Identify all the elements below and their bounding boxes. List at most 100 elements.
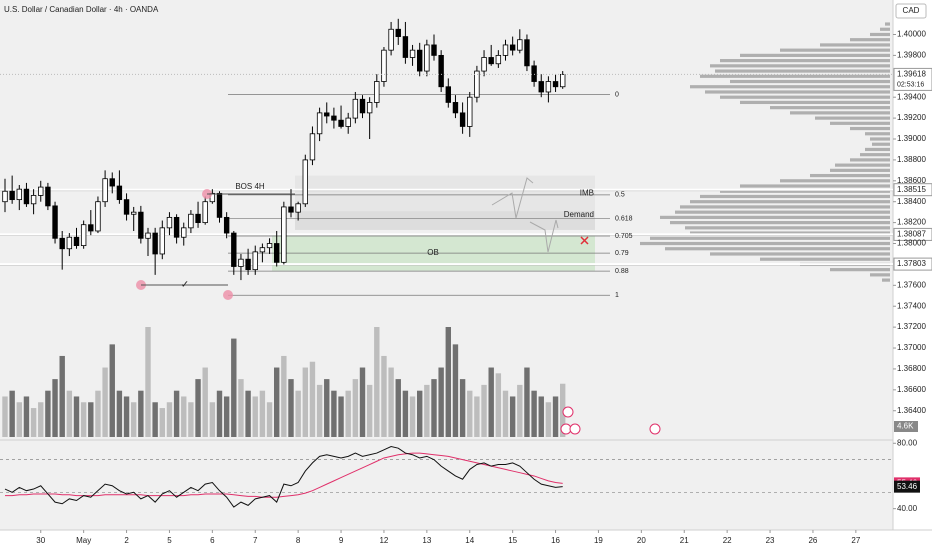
volume-bar <box>495 373 502 437</box>
x-tick-label: 21 <box>680 536 689 545</box>
y-tick-label: 1.38200 <box>897 218 926 227</box>
candle-body <box>245 258 251 271</box>
y-tick-label: 1.39800 <box>897 51 926 60</box>
volume-profile-bar <box>882 278 890 282</box>
volume-bar <box>316 384 323 437</box>
volume-bar <box>159 408 165 437</box>
volume-bar <box>16 402 22 437</box>
x-tick-label: 19 <box>594 536 603 545</box>
candle-body <box>474 70 480 98</box>
y-tick-label: 1.40000 <box>897 30 926 39</box>
candle-body <box>138 211 144 239</box>
currency[interactable]: CAD <box>903 6 920 15</box>
x-tick-label: 14 <box>465 536 474 545</box>
candle-body <box>295 203 301 213</box>
volume-profile-bar <box>740 184 890 188</box>
volume-bar <box>188 402 194 437</box>
candle-body <box>116 185 123 201</box>
x-tick-label: May <box>76 536 91 545</box>
candle-body <box>166 216 173 229</box>
volume-profile-bar <box>810 173 890 178</box>
volume-bar <box>259 390 266 437</box>
volume-bar <box>302 367 308 437</box>
candle-body <box>409 49 416 58</box>
candle-body <box>288 206 294 213</box>
fib-label: 0.88 <box>615 268 629 275</box>
volume-profile-bar <box>830 121 890 125</box>
volume-bar <box>331 390 337 437</box>
candle-body <box>188 213 194 229</box>
volume-profile-bar <box>870 137 890 141</box>
volume-bar <box>59 355 65 437</box>
volume-profile-bar <box>865 147 890 152</box>
candle-body <box>481 57 487 72</box>
volume-bar <box>488 367 494 437</box>
volume-profile-bar <box>670 221 890 225</box>
candle-body <box>102 178 108 203</box>
volume-bar <box>2 396 8 437</box>
zone-label: OB <box>427 248 439 257</box>
zone-label: IMB <box>580 188 594 197</box>
volume-profile-bar <box>870 32 890 37</box>
candle-body <box>560 74 566 88</box>
volume-bar <box>417 390 423 437</box>
candle-body <box>509 44 516 51</box>
currency-box[interactable] <box>895 3 927 19</box>
volume-profile-bar <box>705 90 890 94</box>
y-tick-label: 1.36800 <box>897 364 926 373</box>
volume-profile-bar <box>715 69 890 73</box>
candle-body <box>181 227 187 238</box>
candle-body <box>324 112 330 117</box>
x-tick-label: 7 <box>253 536 258 545</box>
candle-body <box>216 192 223 218</box>
candle-body <box>52 205 58 239</box>
event-icon[interactable] <box>649 423 661 435</box>
candle-body <box>345 117 351 127</box>
candle-body <box>338 119 344 127</box>
candle-body <box>302 159 308 205</box>
countdown: 02:53:16 <box>897 81 924 88</box>
zone <box>295 175 595 212</box>
volume-profile-bar <box>685 226 890 230</box>
y-tick-label: 1.38400 <box>897 197 926 206</box>
candle-body <box>431 44 437 56</box>
volume-bar <box>116 390 123 437</box>
price-label: 1.38087 <box>897 230 926 239</box>
volume-bar <box>245 390 251 437</box>
volume-profile-bar <box>880 27 890 31</box>
price-label-box <box>893 183 932 197</box>
event-icon[interactable] <box>562 406 574 418</box>
fib-label: 0.5 <box>615 192 625 199</box>
volume-bar <box>102 367 108 437</box>
candle-body <box>524 39 530 67</box>
candle-body <box>502 44 509 56</box>
candle-body <box>80 224 87 247</box>
volume-bar <box>66 390 73 437</box>
candle-body <box>95 201 101 232</box>
volume-profile-bar <box>820 43 890 47</box>
price-label-box <box>893 257 932 271</box>
candle-body <box>366 102 373 114</box>
volume-profile-bar <box>665 247 890 251</box>
volume-bar <box>266 402 273 437</box>
volume-profile-bar <box>700 74 890 78</box>
volume-bar <box>467 390 473 437</box>
volume-bar <box>80 402 87 437</box>
volume-bar <box>9 390 15 437</box>
candle-body <box>467 96 473 127</box>
x-tick-label: 26 <box>808 536 817 545</box>
event-icon[interactable] <box>569 423 581 435</box>
volume-bar <box>145 327 151 437</box>
symbol-title: U.S. Dollar / Canadian Dollar · 4h · OAN… <box>4 5 159 14</box>
volume-bar <box>359 367 366 437</box>
volume-bar <box>531 390 537 437</box>
volume-bar <box>324 379 330 437</box>
candle-body <box>517 39 523 51</box>
volume-profile-bar <box>740 53 890 57</box>
volume-bar <box>152 402 158 437</box>
candle-body <box>173 216 180 238</box>
y-tick-label: 1.39000 <box>897 134 926 143</box>
volume-label-box <box>894 421 918 432</box>
fib-label: 0.79 <box>615 250 629 257</box>
volume-bar <box>295 390 301 437</box>
